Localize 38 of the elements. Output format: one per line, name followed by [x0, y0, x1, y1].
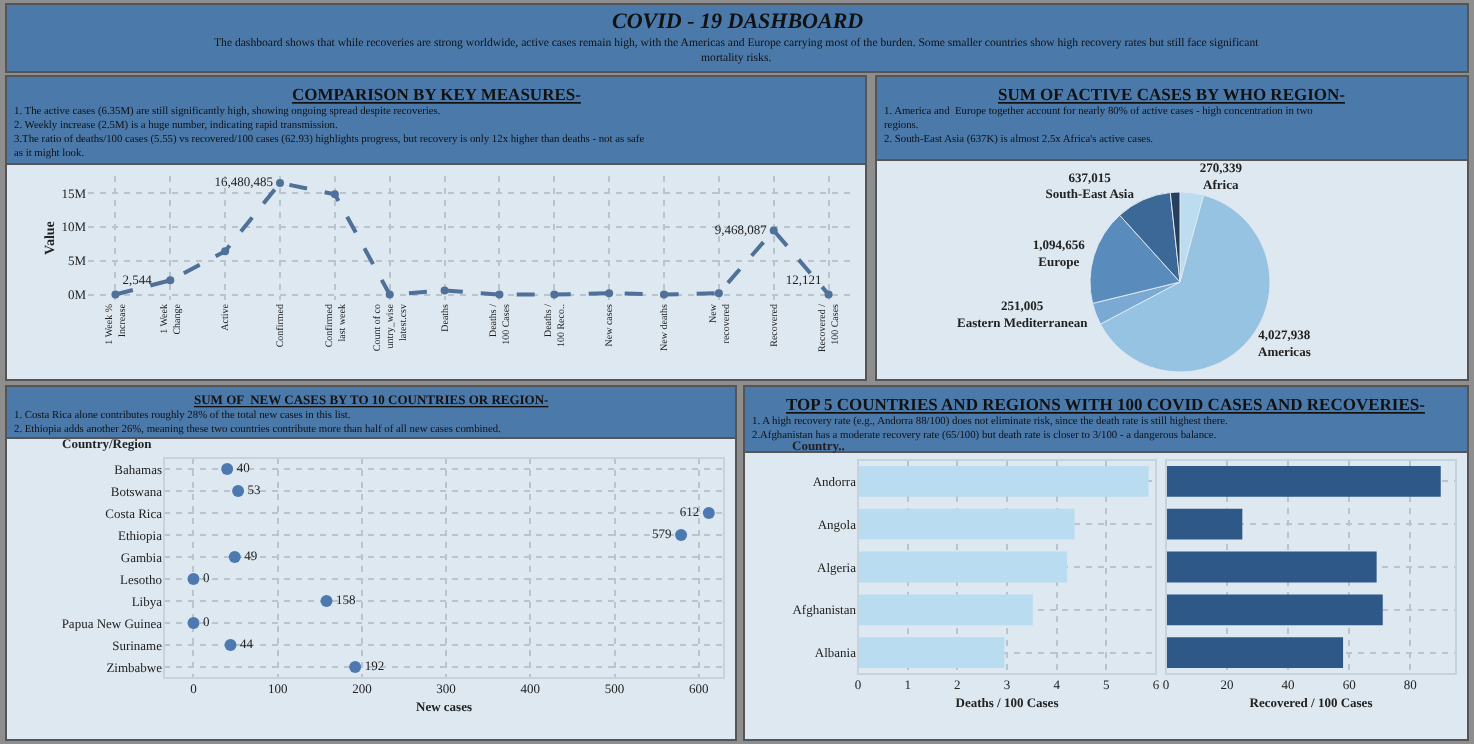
bar	[1166, 508, 1243, 540]
point	[702, 507, 715, 519]
point	[166, 276, 175, 285]
bar	[858, 594, 1033, 626]
point	[111, 290, 120, 299]
point	[660, 290, 668, 299]
point	[187, 573, 200, 585]
point	[224, 639, 237, 651]
bar	[858, 508, 1075, 540]
point	[550, 290, 559, 299]
point	[221, 247, 230, 256]
bar	[1166, 551, 1377, 583]
text: COVID - 19 DASHBOARD	[612, 10, 864, 34]
point	[385, 290, 394, 299]
point	[221, 463, 234, 475]
point	[330, 190, 339, 199]
point	[675, 529, 688, 541]
point	[228, 551, 241, 563]
point	[232, 485, 245, 497]
chart-title: TOP 5 COUNTRIES AND REGIONS WITH 100 COVID CASES AND RECOVERIES-	[786, 394, 1426, 414]
point	[187, 617, 200, 629]
point	[440, 286, 449, 295]
chart-title: SUM OF ACTIVE CASES BY WHO REGION-	[998, 84, 1346, 104]
bar	[858, 466, 1149, 497]
point	[349, 661, 362, 673]
point	[320, 595, 333, 607]
point	[769, 226, 778, 235]
point	[824, 290, 833, 299]
point	[276, 178, 284, 187]
point	[714, 289, 723, 298]
bar	[1166, 594, 1383, 626]
bar	[1166, 466, 1441, 497]
chart-title: COMPARISON BY KEY MEASURES-	[292, 84, 582, 104]
bar	[1166, 637, 1344, 668]
point	[495, 290, 504, 299]
bar	[858, 551, 1068, 583]
bar	[858, 637, 1005, 668]
point	[605, 289, 614, 298]
